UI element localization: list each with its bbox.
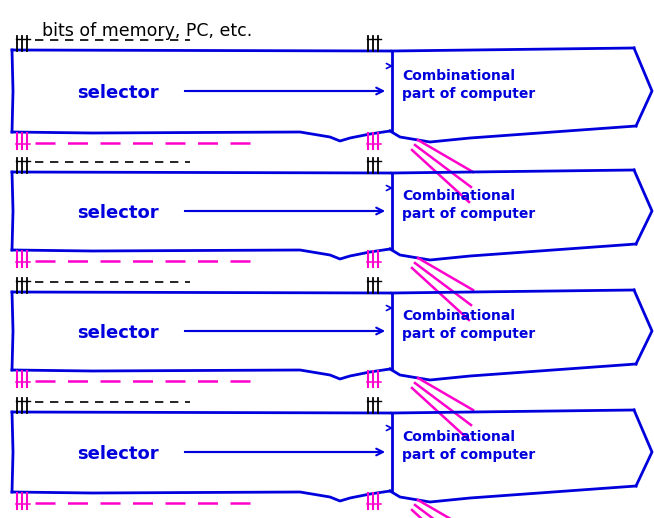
Text: Combinational
part of computer: Combinational part of computer [402, 189, 535, 221]
Text: Combinational
part of computer: Combinational part of computer [402, 309, 535, 341]
Text: Combinational
part of computer: Combinational part of computer [402, 69, 535, 101]
Text: selector: selector [77, 324, 159, 342]
Text: selector: selector [77, 204, 159, 222]
Text: bits of memory, PC, etc.: bits of memory, PC, etc. [42, 22, 252, 40]
Text: selector: selector [77, 84, 159, 102]
Text: Combinational
part of computer: Combinational part of computer [402, 430, 535, 462]
Text: selector: selector [77, 445, 159, 463]
